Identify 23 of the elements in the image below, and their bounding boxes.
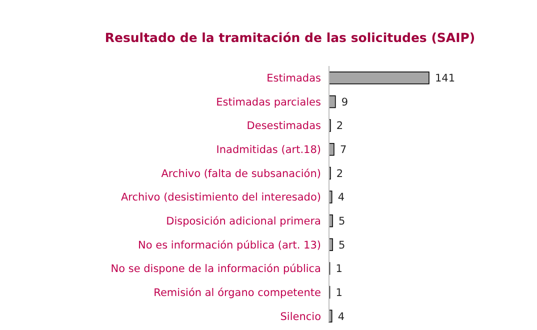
chart-title: Resultado de la tramitación de las solicitudes (SAIP) xyxy=(104,30,476,45)
data-label: 5 xyxy=(338,215,346,228)
y-tick-label: Estimadas xyxy=(266,72,321,85)
data-label: 2 xyxy=(336,168,344,180)
y-tick-label: Remisión al órgano competente xyxy=(154,286,321,299)
data-label: 2 xyxy=(336,120,344,132)
data-label: 7 xyxy=(340,144,347,156)
y-tick-label: Inadmitidas (art.18) xyxy=(216,144,321,156)
data-label: 141 xyxy=(435,72,456,85)
data-label: 1 xyxy=(336,286,342,299)
y-tick-label: Desestimadas xyxy=(246,120,321,132)
y-tick-label: No es información pública (art. 13) xyxy=(138,239,321,252)
y-tick-label: Disposición adicional primera xyxy=(166,215,321,228)
y-tick-label: Estimadas parciales xyxy=(216,96,321,108)
y-tick-label: No se dispone de la información pública xyxy=(110,263,321,276)
data-label: 5 xyxy=(338,239,346,252)
data-label: 4 xyxy=(338,310,345,323)
y-tick-label: Archivo (desistimiento del interesado) xyxy=(120,192,321,204)
data-label: 1 xyxy=(336,263,342,276)
y-tick-label: Silencio xyxy=(280,310,321,323)
y-tick-label: Archivo (falta de subsanación) xyxy=(161,168,321,180)
data-label: 4 xyxy=(338,192,345,204)
data-label: 9 xyxy=(341,96,348,108)
